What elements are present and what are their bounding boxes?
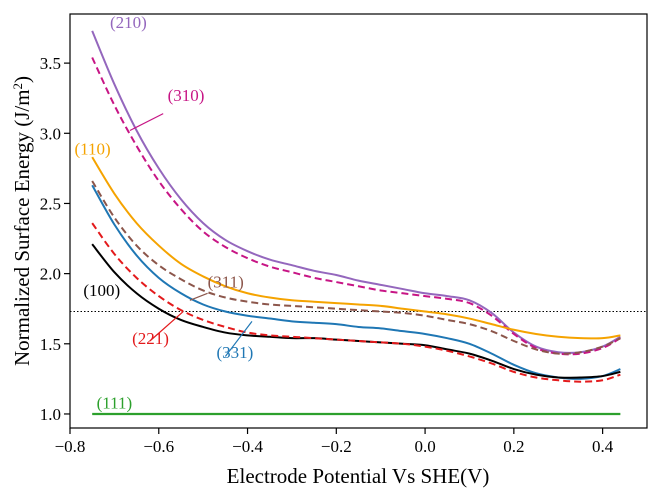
series-layer	[91, 30, 621, 416]
series-line-311	[91, 180, 621, 355]
y-tick-label: 2.0	[40, 265, 61, 284]
y-axis-label: Normalized Surface Energy (J/m2)	[10, 76, 34, 366]
series-label-layer: (210) (310) (110) (311) (331) (100) (221) (111)	[74, 13, 253, 412]
series-line-310	[91, 57, 621, 356]
x-tick-label: −0.2	[321, 437, 352, 456]
x-tick-label: −0.6	[143, 437, 174, 456]
y-axis-label-superscript: 2	[10, 83, 25, 90]
series-label-331: (331)	[216, 343, 253, 362]
series-label-111: (111)	[97, 393, 133, 412]
series-line-210	[91, 30, 621, 354]
series-label-221: (221)	[132, 329, 169, 348]
series-label-210: (210)	[110, 13, 147, 32]
plot-frame	[69, 13, 648, 429]
leader-line-331	[224, 320, 253, 357]
series-line-100	[91, 243, 621, 379]
x-axis-label: Electrode Potential Vs SHE(V)	[227, 464, 490, 488]
y-tick-label: 1.0	[40, 405, 61, 424]
y-tick-label: 3.5	[40, 54, 61, 73]
x-tick-label: −0.8	[55, 437, 86, 456]
x-tick-label: −0.4	[232, 437, 263, 456]
x-axis-ticks: −0.8 −0.6 −0.4 −0.2 0.0 0.2 0.4	[55, 428, 614, 456]
y-tick-label: 1.5	[40, 335, 61, 354]
leader-line-310	[129, 113, 164, 132]
x-tick-label: 0.2	[503, 437, 524, 456]
y-axis-label-main: Normalized Surface Energy (J/m	[10, 89, 34, 366]
y-axis-label-close: )	[10, 76, 34, 83]
series-line-221	[91, 222, 621, 383]
leader-line-221	[149, 311, 184, 342]
plot-area-border	[69, 13, 648, 429]
series-label-310: (310)	[168, 86, 205, 105]
x-tick-label: 0.4	[592, 437, 614, 456]
y-tick-label: 3.0	[40, 124, 61, 143]
series-label-110: (110)	[74, 139, 110, 158]
series-line-331	[91, 184, 621, 380]
leader-line-311	[189, 292, 208, 301]
series-label-311: (311)	[208, 273, 244, 292]
x-tick-label: 0.0	[414, 437, 435, 456]
series-line-110	[91, 156, 621, 340]
y-axis-ticks: 1.0 1.5 2.0 2.5 3.0 3.5	[40, 54, 70, 424]
series-label-100: (100)	[83, 281, 120, 300]
y-tick-label: 2.5	[40, 194, 61, 213]
